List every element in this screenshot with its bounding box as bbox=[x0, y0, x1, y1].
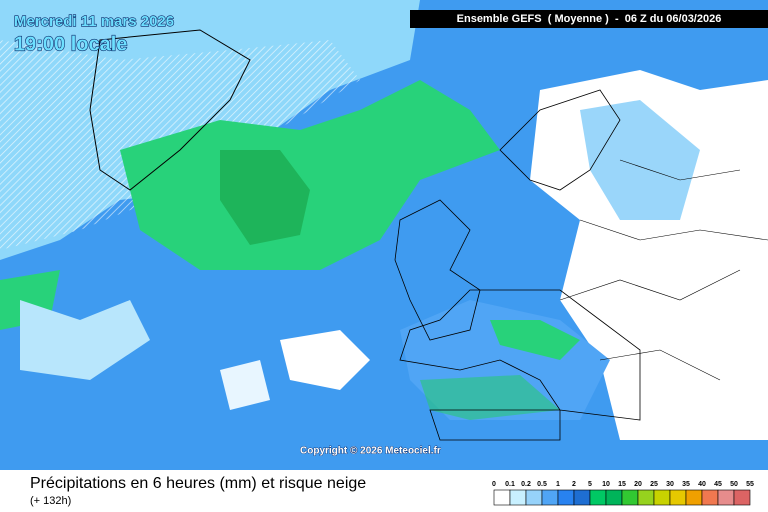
legend-swatch bbox=[637, 489, 655, 506]
map bbox=[0, 0, 768, 470]
date: Mercredi 11 mars 2026 bbox=[14, 13, 174, 30]
legend-label: 45 bbox=[714, 481, 722, 488]
legend-label: 25 bbox=[650, 481, 658, 488]
legend-swatch bbox=[541, 489, 559, 506]
legend-swatch bbox=[525, 489, 543, 506]
legend-label: 2 bbox=[572, 481, 576, 488]
legend-label: 0.5 bbox=[537, 481, 547, 488]
legend-label: 55 bbox=[746, 481, 754, 488]
legend: 0 0.1 0.2 0.5 1 2 5 10 15 20 25 30 35 40 45 50 55 bbox=[492, 481, 754, 506]
legend-swatch bbox=[685, 489, 703, 506]
legend-label: 0 bbox=[492, 481, 496, 488]
legend-swatch bbox=[557, 489, 575, 506]
legend-swatch bbox=[509, 489, 527, 506]
legend-swatch bbox=[733, 489, 751, 506]
legend-swatch bbox=[701, 489, 719, 506]
legend-label: 50 bbox=[730, 481, 738, 488]
green-precip bbox=[490, 320, 580, 360]
copyright: Copyright © 2026 Meteociel.fr bbox=[300, 446, 441, 457]
coastline bbox=[89, 29, 251, 191]
legend-label: 0.2 bbox=[521, 481, 531, 488]
legend-swatch bbox=[669, 489, 687, 506]
caption-title: Précipitations en 6 heures (mm) et risqu… bbox=[30, 475, 366, 492]
legend-label: 1 bbox=[556, 481, 560, 488]
legend-label: 0.1 bbox=[505, 481, 515, 488]
legend-swatch bbox=[493, 489, 511, 506]
legend-label: 35 bbox=[682, 481, 690, 488]
light-precip bbox=[20, 300, 150, 380]
legend-label: 15 bbox=[618, 481, 626, 488]
legend-label: 40 bbox=[698, 481, 706, 488]
legend-swatch bbox=[589, 489, 607, 506]
heavy-precip bbox=[220, 150, 310, 245]
legend-swatch bbox=[653, 489, 671, 506]
legend-swatch bbox=[573, 489, 591, 506]
border bbox=[559, 159, 768, 381]
legend-label: 5 bbox=[588, 481, 592, 488]
coastline bbox=[394, 89, 641, 441]
light-precip bbox=[580, 100, 700, 220]
green-precip bbox=[120, 80, 500, 270]
dry-area bbox=[280, 330, 370, 390]
legend-label: 30 bbox=[666, 481, 674, 488]
banner: Ensemble GEFS ( Moyenne ) - 06 Z du 06/0… bbox=[457, 13, 722, 25]
dry-area bbox=[220, 360, 270, 410]
legend-swatch bbox=[717, 489, 735, 506]
legend-label: 10 bbox=[602, 481, 610, 488]
legend-swatch bbox=[605, 489, 623, 506]
green-precip bbox=[420, 375, 560, 420]
caption-lead: (+ 132h) bbox=[30, 495, 71, 507]
time: 19:00 locale bbox=[14, 33, 127, 55]
legend-swatch bbox=[621, 489, 639, 506]
legend-label: 20 bbox=[634, 481, 642, 488]
banner-bg bbox=[410, 10, 768, 28]
